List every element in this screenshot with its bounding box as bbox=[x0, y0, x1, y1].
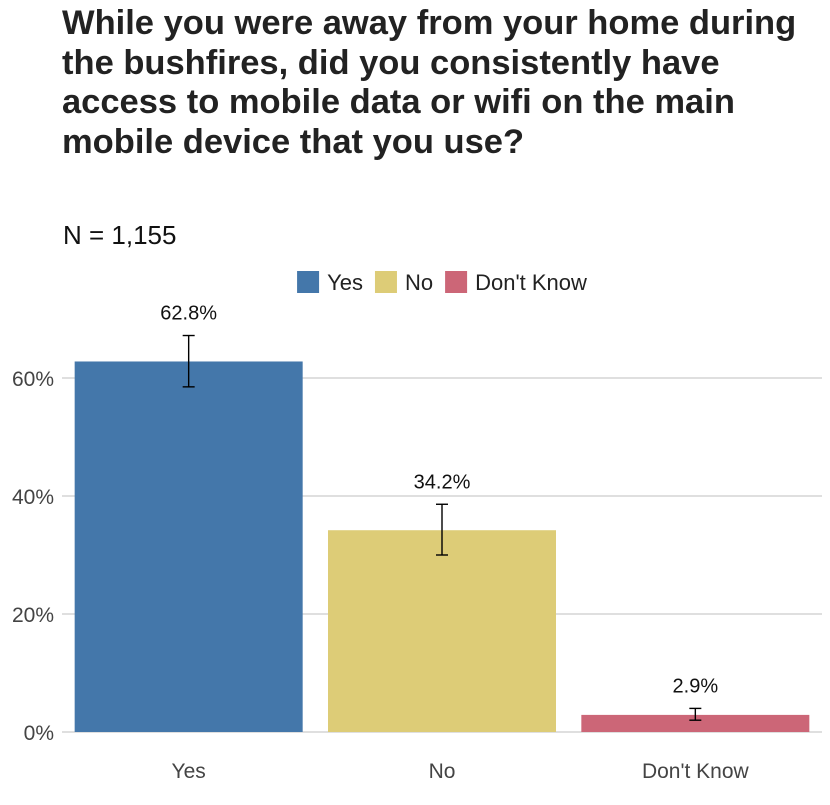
bars bbox=[74, 361, 810, 732]
y-axis: 0% 20% 40% 60% bbox=[12, 368, 54, 745]
legend-label: Don't Know bbox=[475, 270, 587, 295]
bar-don-t-know bbox=[581, 714, 810, 732]
data-label: 2.9% bbox=[673, 675, 719, 697]
chart-subtitle: N = 1,155 bbox=[63, 220, 177, 250]
x-axis: Yes No Don't Know bbox=[172, 760, 750, 783]
x-tick-label: Yes bbox=[172, 760, 206, 783]
legend-swatch bbox=[297, 271, 320, 293]
y-tick-label: 20% bbox=[12, 604, 54, 627]
data-label: 62.8% bbox=[160, 303, 217, 325]
error-bar bbox=[182, 334, 195, 388]
y-tick-label: 60% bbox=[12, 368, 54, 391]
legend: Yes No Don't Know bbox=[297, 270, 587, 295]
error-bars bbox=[182, 334, 702, 721]
legend-item: No bbox=[374, 270, 433, 295]
x-tick-label: No bbox=[429, 760, 456, 783]
data-labels: 62.8% 34.2% 2.9% bbox=[160, 303, 718, 698]
error-bar bbox=[689, 707, 702, 721]
error-bar bbox=[436, 503, 448, 556]
legend-item: Yes bbox=[297, 270, 363, 295]
legend-swatch bbox=[445, 271, 468, 293]
legend-label: Yes bbox=[327, 270, 363, 295]
bar-yes bbox=[74, 361, 303, 732]
data-label: 34.2% bbox=[414, 471, 471, 493]
y-tick-label: 0% bbox=[24, 722, 54, 745]
legend-item: Don't Know bbox=[445, 270, 587, 295]
chart-title: While you were away from your home durin… bbox=[62, 4, 797, 161]
y-tick-label: 40% bbox=[12, 486, 54, 509]
legend-label: No bbox=[405, 270, 433, 295]
x-tick-label: Don't Know bbox=[642, 760, 750, 783]
legend-swatch bbox=[374, 271, 397, 293]
bar-no bbox=[328, 530, 556, 732]
